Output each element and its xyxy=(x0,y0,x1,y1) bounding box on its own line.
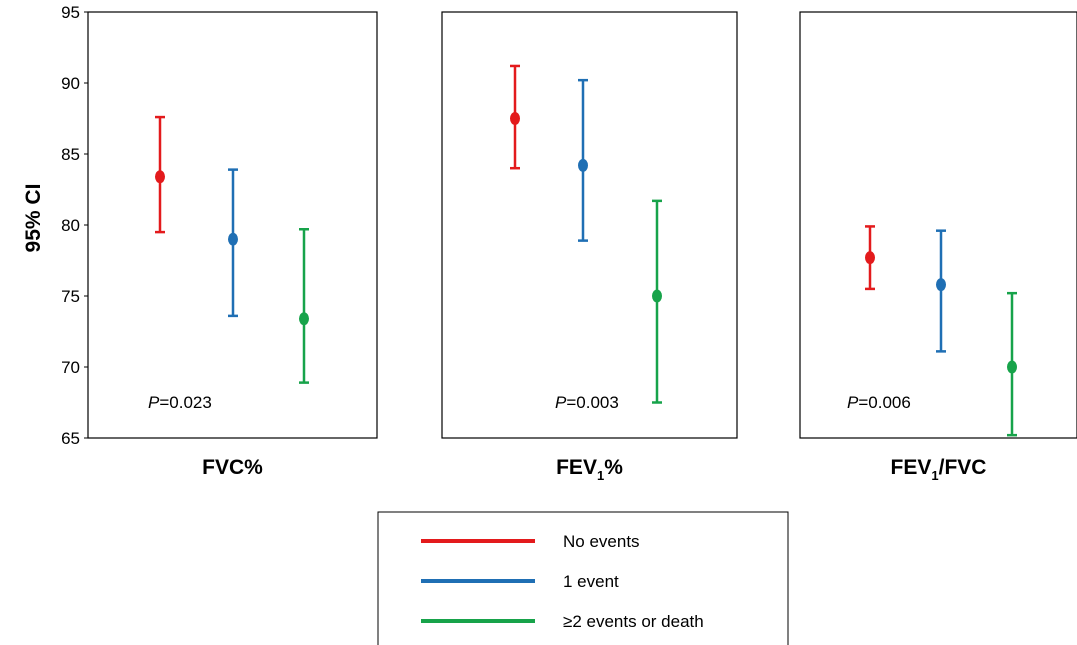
x-title-tail: % xyxy=(604,456,623,479)
p-value-number: =0.023 xyxy=(159,393,211,412)
error-bar xyxy=(936,229,946,353)
y-tick-label: 70 xyxy=(61,358,80,377)
error-bar xyxy=(299,228,309,384)
p-value-number: =0.003 xyxy=(566,393,618,412)
panel-2: P=0.003 FEV1% xyxy=(441,11,738,483)
y-tick-label: 65 xyxy=(61,429,80,448)
p-value-number: =0.006 xyxy=(858,393,910,412)
panel-3: P=0.006 FEV1/FVC xyxy=(799,11,1077,483)
mean-point xyxy=(936,278,946,292)
x-title-main: FVC% xyxy=(202,456,263,479)
mean-point xyxy=(228,232,238,246)
panel-frame xyxy=(441,11,738,439)
mean-point xyxy=(299,312,309,326)
panel-x-title: FEV1% xyxy=(556,456,623,483)
mean-point xyxy=(510,112,520,125)
y-axis-title: 95% CI xyxy=(22,184,45,253)
panel-x-title: FEV1/FVC xyxy=(891,456,987,483)
panel-x-title: FVC% xyxy=(202,456,263,479)
p-value-prefix: P xyxy=(847,393,859,412)
error-bar xyxy=(1007,291,1017,437)
mean-point xyxy=(1007,360,1017,374)
p-value-prefix: P xyxy=(148,393,160,412)
mean-point xyxy=(578,158,588,172)
y-tick-label: 80 xyxy=(61,216,80,235)
mean-point xyxy=(155,170,165,184)
error-bar xyxy=(578,78,588,242)
p-value-label: P=0.003 xyxy=(555,393,619,412)
legend-item: 1 event xyxy=(421,572,619,591)
error-bar xyxy=(228,168,238,318)
legend-label: ≥2 events or death xyxy=(563,612,704,631)
y-tick-label: 95 xyxy=(61,3,80,22)
y-tick-labels: 95 90 85 80 75 70 65 xyxy=(61,3,88,448)
x-title-tail: /FVC xyxy=(939,456,987,479)
mean-point xyxy=(865,251,875,265)
error-bar xyxy=(510,64,520,170)
x-title-subscript: 1 xyxy=(931,468,938,483)
legend-item: ≥2 events or death xyxy=(421,612,704,631)
error-bar xyxy=(652,199,662,404)
y-tick-label: 75 xyxy=(61,287,80,306)
error-bar xyxy=(865,225,875,291)
p-value-prefix: P xyxy=(555,393,567,412)
x-title-subscript: 1 xyxy=(597,468,604,483)
p-value-label: P=0.006 xyxy=(847,393,911,412)
p-value-label: P=0.023 xyxy=(148,393,212,412)
legend-items: No events 1 event ≥2 events or death xyxy=(421,532,704,631)
y-tick-label: 85 xyxy=(61,145,80,164)
x-title-main: FEV xyxy=(891,456,932,479)
y-tick-label: 90 xyxy=(61,74,80,93)
x-title-main: FEV xyxy=(556,456,597,479)
error-bar xyxy=(155,115,165,234)
legend-item: No events xyxy=(421,532,640,551)
panel-frame xyxy=(799,11,1077,439)
panel-frame xyxy=(87,11,378,439)
panel-1: P=0.023 FVC% xyxy=(87,11,378,479)
mean-point xyxy=(652,289,662,303)
legend-label: No events xyxy=(563,532,640,551)
legend-label: 1 event xyxy=(563,572,619,591)
legend: No events 1 event ≥2 events or death xyxy=(377,511,789,645)
